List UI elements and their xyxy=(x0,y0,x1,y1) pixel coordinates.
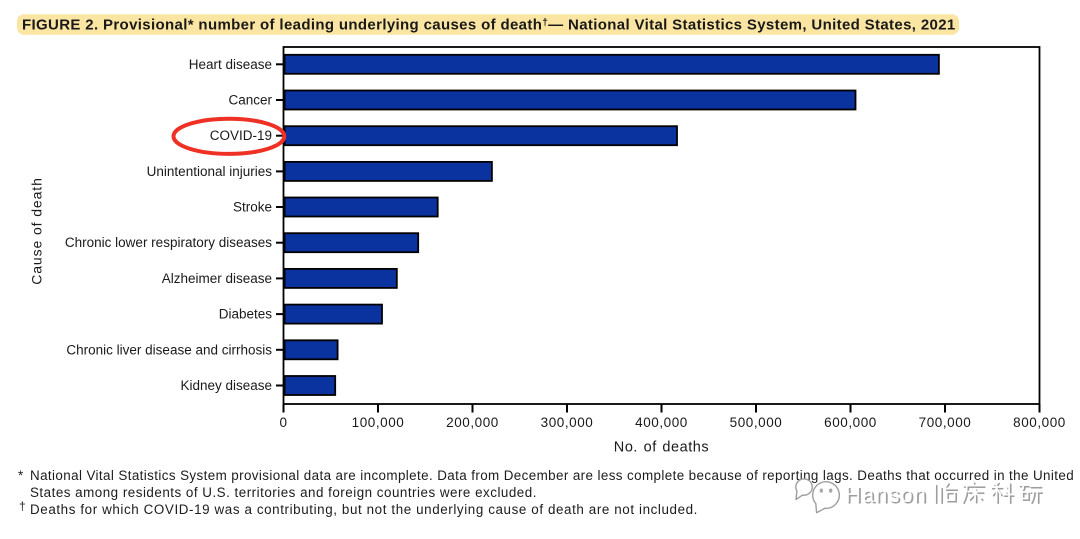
svg-text:States among residents of U.S.: States among residents of U.S. territori… xyxy=(30,485,537,500)
svg-text:National Vital Statistics Syst: National Vital Statistics System provisi… xyxy=(30,468,1074,483)
svg-text:Deaths for which COVID-19 was: Deaths for which COVID-19 was a contribu… xyxy=(30,502,698,517)
svg-text:400,000: 400,000 xyxy=(635,415,688,430)
svg-text:Kidney disease: Kidney disease xyxy=(180,378,272,393)
svg-text:Cause of death: Cause of death xyxy=(29,177,45,285)
svg-text:Unintentional injuries: Unintentional injuries xyxy=(147,164,273,179)
svg-text:Diabetes: Diabetes xyxy=(219,307,273,322)
svg-text:500,000: 500,000 xyxy=(730,415,783,430)
svg-text:Chronic liver disease and cirr: Chronic liver disease and cirrhosis xyxy=(66,342,272,357)
svg-text:700,000: 700,000 xyxy=(919,415,972,430)
svg-text:Stroke: Stroke xyxy=(233,200,272,215)
svg-text:FIGURE 2. Provisional* number: FIGURE 2. Provisional* number of leading… xyxy=(22,17,956,34)
svg-text:Chronic lower respiratory dise: Chronic lower respiratory diseases xyxy=(65,235,272,250)
svg-text:Cancer: Cancer xyxy=(228,93,272,108)
svg-text:Hanson: Hanson xyxy=(847,483,929,508)
svg-text:300,000: 300,000 xyxy=(541,415,594,430)
svg-text:*: * xyxy=(18,468,23,483)
svg-text:200,000: 200,000 xyxy=(446,415,499,430)
svg-text:Alzheimer disease: Alzheimer disease xyxy=(162,271,272,286)
svg-text:Heart disease: Heart disease xyxy=(189,57,272,72)
svg-text:100,000: 100,000 xyxy=(352,415,405,430)
svg-text:COVID-19: COVID-19 xyxy=(210,128,272,143)
svg-text:No. of deaths: No. of deaths xyxy=(614,440,709,456)
svg-text:600,000: 600,000 xyxy=(824,415,877,430)
svg-text:†: † xyxy=(19,499,26,513)
svg-text:Hanson: Hanson xyxy=(845,482,927,507)
svg-text:800,000: 800,000 xyxy=(1013,415,1066,430)
svg-text:0: 0 xyxy=(279,415,287,430)
